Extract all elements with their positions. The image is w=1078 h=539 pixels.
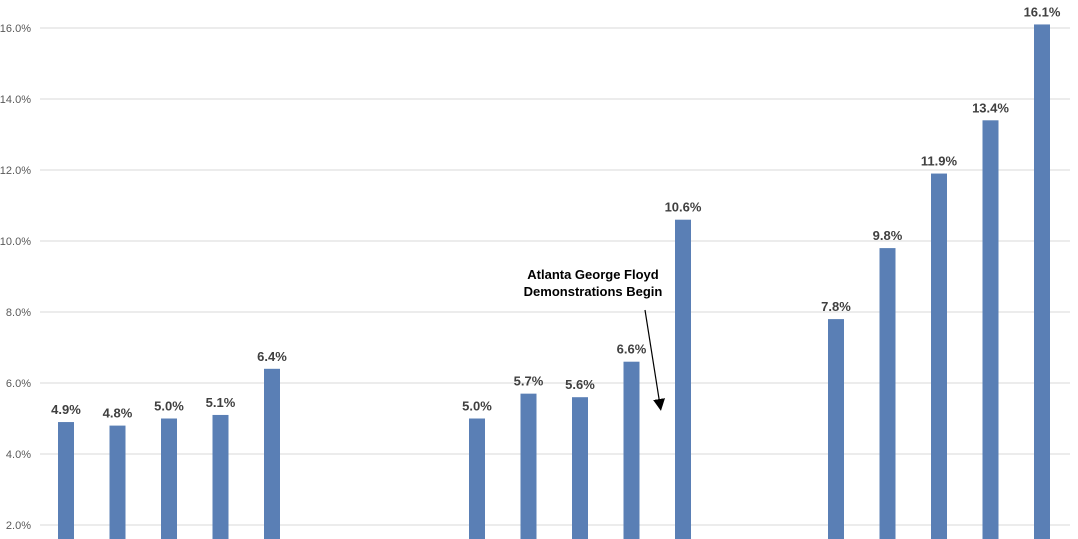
bar: [879, 248, 896, 539]
bar: [58, 422, 74, 539]
annotation: Atlanta George Floyd Demonstrations Begi…: [524, 267, 665, 411]
bar: [828, 319, 844, 539]
y-tick-label: 8.0%: [6, 307, 31, 319]
annotation-arrow: [644, 309, 665, 411]
data-label: 5.6%: [565, 377, 595, 392]
bar: [109, 425, 126, 539]
y-tick-label: 16.0%: [0, 23, 31, 35]
y-tick-label: 12.0%: [0, 165, 31, 177]
y-tick-label: 14.0%: [0, 94, 31, 106]
y-tick-label: 2.0%: [6, 520, 31, 532]
data-label: 6.6%: [617, 342, 647, 357]
bar: [623, 361, 640, 539]
data-label: 5.7%: [514, 374, 544, 389]
bar: [469, 418, 485, 539]
gridlines: [40, 27, 1070, 526]
data-label: 10.6%: [665, 200, 702, 215]
bar: [982, 120, 999, 539]
bar: [264, 368, 280, 539]
bars: [58, 24, 1050, 539]
bar: [675, 219, 691, 539]
annotation-line-1: Atlanta George Floyd: [527, 267, 659, 282]
data-label: 4.8%: [103, 406, 133, 421]
y-tick-label: 10.0%: [0, 236, 31, 248]
y-axis-tick-labels: 2.0% 4.0% 6.0% 8.0% 10.0% 12.0% 14.0% 16.0%: [0, 23, 31, 532]
bar: [572, 397, 588, 539]
data-label: 7.8%: [821, 299, 851, 314]
data-labels: 4.9% 4.8% 5.0% 5.1% 6.4% 5.0% 5.7% 5.6% 6.6% 10.6…: [51, 4, 1061, 420]
data-label: 16.1%: [1024, 4, 1061, 19]
data-label: 5.0%: [154, 399, 184, 414]
data-label: 5.1%: [206, 395, 236, 410]
bar: [212, 414, 229, 539]
data-label: 13.4%: [972, 100, 1009, 115]
bar: [161, 418, 177, 539]
annotation-line-2: Demonstrations Begin: [524, 284, 663, 299]
data-label: 9.8%: [873, 228, 903, 243]
data-label: 11.9%: [921, 154, 958, 169]
data-label: 6.4%: [257, 349, 287, 364]
data-label: 5.0%: [462, 399, 492, 414]
data-label: 4.9%: [51, 402, 81, 417]
y-tick-label: 6.0%: [6, 378, 31, 390]
bar: [931, 173, 947, 539]
bar: [1034, 24, 1050, 539]
y-tick-label: 4.0%: [6, 449, 31, 461]
bar: [520, 393, 537, 539]
